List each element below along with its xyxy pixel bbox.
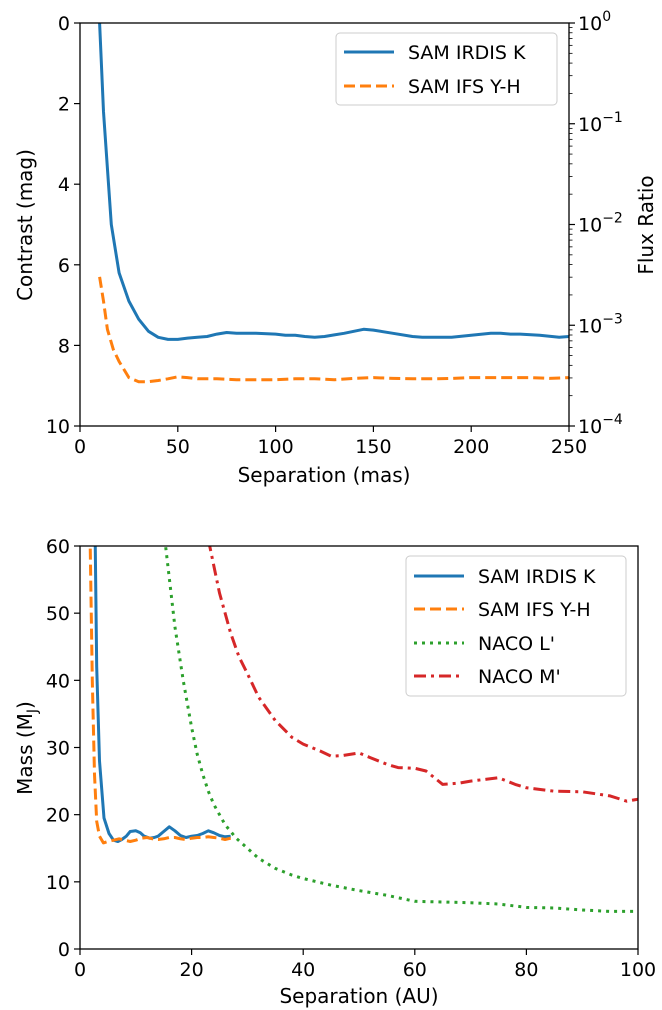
contrast-y-tick-label: 0: [58, 13, 70, 35]
mass-x-axis-label: Separation (AU): [279, 984, 438, 1008]
legend-label-irdis-k: SAM IRDIS K: [408, 42, 526, 64]
legend-label-naco-l: NACO L': [478, 633, 555, 655]
mass-legend: SAM IRDIS K SAM IFS Y-H NACO L' NACO M': [405, 555, 627, 697]
mass-x-tick-label: 80: [514, 959, 538, 981]
mass-y-axis-label: Mass (MJ): [13, 701, 41, 795]
mass-series-sam-ifs-y-h: [88, 546, 232, 845]
flux-ratio-tick-base: 10: [578, 315, 602, 337]
mass-series-sam-irdis-k: [93, 546, 231, 843]
contrast-y-axis: 0 2 4 6 8 10: [46, 13, 80, 438]
flux-ratio-tick-label: 10−4: [578, 412, 623, 438]
contrast-x-tick-label: 0: [74, 436, 86, 458]
contrast-x-tick-label: 250: [551, 436, 587, 458]
contrast-x-axis: 0 50 100 150 200 250: [74, 426, 587, 458]
mass-y-tick-label: 50: [46, 603, 70, 625]
mass-y-axis: 0 10 20 30 40 50 60: [46, 536, 80, 961]
flux-ratio-tick-base: 10: [578, 13, 602, 35]
flux-ratio-tick-base: 10: [578, 416, 602, 438]
mass-x-tick-label: 60: [403, 959, 427, 981]
contrast-y-tick-label: 10: [46, 416, 70, 438]
flux-ratio-tick-exponent: −1: [602, 110, 623, 126]
mass-y-tick-label: 40: [46, 670, 70, 692]
legend-label-naco-m: NACO M': [478, 666, 561, 688]
mass-y-label-sub: J: [25, 709, 41, 714]
contrast-x-tick-label: 200: [453, 436, 489, 458]
flux-ratio-tick-exponent: 0: [602, 9, 611, 25]
contrast-x-axis-label: Separation (mas): [238, 463, 411, 487]
mass-y-label-close: ): [13, 701, 37, 709]
flux-ratio-tick-exponent: −3: [602, 311, 623, 327]
mass-x-tick-label: 100: [620, 959, 656, 981]
mass-y-label-main: Mass (M: [13, 713, 37, 795]
mass-y-tick-label: 60: [46, 536, 70, 558]
mass-y-tick-label: 0: [58, 939, 70, 961]
mass-x-tick-label: 0: [74, 959, 86, 981]
flux-ratio-tick-exponent: −2: [602, 211, 623, 227]
mass-series-naco-l: [164, 546, 638, 913]
contrast-x-tick-label: 150: [355, 436, 391, 458]
mass-x-tick-label: 20: [180, 959, 204, 981]
contrast-series-sam-irdis-k: [98, 23, 569, 341]
flux-ratio-tick-label: 10−3: [578, 311, 623, 337]
contrast-x-tick-label: 50: [166, 436, 190, 458]
mass-y-tick-label: 10: [46, 872, 70, 894]
legend-label-mass-ifs-yh: SAM IFS Y-H: [478, 599, 591, 621]
flux-ratio-tick-exponent: −4: [602, 412, 623, 428]
flux-ratio-tick-base: 10: [578, 114, 602, 136]
contrast-y-tick-label: 2: [58, 94, 70, 116]
flux-ratio-tick-label: 100: [578, 9, 611, 35]
mass-x-axis: 0 20 40 60 80 100: [74, 949, 656, 981]
mass-y-tick-label: 30: [46, 738, 70, 760]
contrast-legend: SAM IRDIS K SAM IFS Y-H: [335, 32, 558, 106]
flux-ratio-axis-label: Flux Ratio: [634, 175, 658, 274]
legend-label-ifs-yh: SAM IFS Y-H: [408, 76, 521, 98]
contrast-y-tick-label: 6: [58, 255, 70, 277]
contrast-series-sam-ifs-y-h: [98, 276, 569, 384]
mass-y-tick-label: 20: [46, 805, 70, 827]
contrast-x-tick-label: 100: [257, 436, 293, 458]
mass-chart: 0 20 40 60 80 100 0 10 20 30 40 50 60 Separation (A…: [13, 536, 656, 1008]
legend-label-mass-irdis-k: SAM IRDIS K: [478, 566, 596, 588]
contrast-y-axis-label: Contrast (mag): [13, 149, 37, 301]
mass-x-tick-label: 40: [291, 959, 315, 981]
flux-ratio-tick-label: 10−2: [578, 211, 623, 237]
flux-ratio-tick-label: 10−1: [578, 110, 623, 136]
mass-legend-frame: [405, 555, 627, 697]
mass-series-naco-m: [208, 546, 638, 803]
contrast-y-tick-label: 4: [58, 174, 70, 196]
contrast-y-tick-label: 8: [58, 335, 70, 357]
flux-ratio-tick-base: 10: [578, 215, 602, 237]
